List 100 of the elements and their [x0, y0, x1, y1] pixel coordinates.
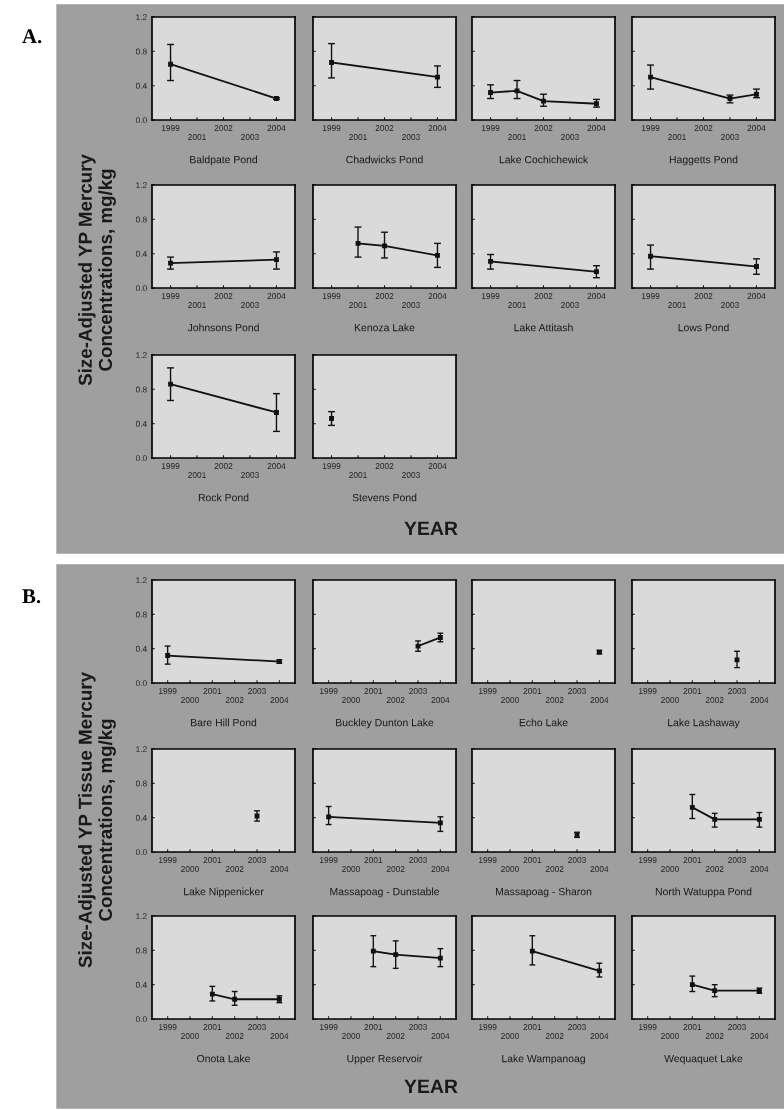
x-tick-label: 1999	[159, 688, 177, 694]
x-tick-label: 2003	[248, 857, 266, 863]
text: Kenoza Lake	[354, 323, 415, 332]
x-tick-label: 2002	[214, 463, 233, 469]
x-tick-label: 1999	[322, 125, 341, 131]
x-tick-label: 2003	[721, 302, 739, 308]
x-tick-label: 2001	[523, 1024, 542, 1030]
y-tick-label: 0.0	[135, 117, 147, 124]
text: Lake Lashaway	[668, 718, 740, 729]
x-tick-label: 2001	[523, 857, 542, 863]
text: Lake Wampanoag	[502, 1054, 585, 1065]
x-tick-label: 1999	[641, 293, 660, 299]
text: Stevens Pond	[352, 493, 417, 502]
x-tick-label: 2001	[349, 302, 367, 308]
x-tick-label: 2000	[661, 866, 679, 872]
x-tick-label: 2002	[705, 866, 724, 872]
text: North Watuppa Pond	[655, 887, 752, 898]
x-tick-label: 2000	[342, 1033, 360, 1039]
x-tick-label: 1999	[320, 688, 338, 694]
x-tick-label: 2003	[561, 302, 579, 308]
y-tick-label: 0.8	[135, 216, 147, 223]
x-tick-label: 2003	[561, 134, 579, 140]
x-axis-title: YEAR	[404, 521, 458, 536]
x-tick-label: 1999	[639, 1024, 657, 1030]
x-tick-label: 2002	[214, 125, 233, 131]
x-tick-label: 2000	[342, 866, 360, 872]
text: A.	[22, 29, 42, 44]
x-tick-label: 2001	[349, 134, 367, 140]
y-tick-label: 0.8	[135, 386, 147, 393]
x-tick-label: 2003	[728, 1024, 746, 1030]
x-tick-label: 2004	[750, 1033, 769, 1039]
text: Baldpate Pond	[190, 155, 257, 166]
y-tick-label: 0.8	[135, 48, 147, 55]
x-tick-label: 2003	[402, 134, 420, 140]
text: Lake Nippenicker	[184, 887, 264, 898]
x-tick-label: 2001	[668, 302, 686, 308]
text: Buckley Dunton Lake	[336, 718, 434, 729]
text: Onota Lake	[197, 1054, 250, 1063]
text: Upper Reservoir	[347, 1054, 423, 1065]
x-tick-label: 2003	[721, 134, 739, 140]
x-tick-label: 2001	[188, 302, 206, 308]
x-tick-label: 2001	[188, 134, 206, 140]
x-tick-label: 1999	[322, 463, 341, 469]
x-tick-label: 2004	[750, 697, 769, 703]
x-tick-label: 2003	[248, 1024, 266, 1030]
x-tick-label: 2003	[409, 1024, 427, 1030]
y-tick-label: 0.0	[135, 455, 147, 462]
text: Echo Lake	[519, 718, 568, 727]
x-tick-label: 2002	[375, 463, 394, 469]
y-tick-label: 1.2	[136, 352, 147, 359]
y-tick-label: 0.8	[135, 611, 147, 618]
text: Lows Pond	[678, 323, 729, 332]
x-tick-label: 2000	[181, 1033, 199, 1039]
x-tick-label: 2001	[364, 1024, 383, 1030]
x-tick-label: 2004	[270, 866, 289, 872]
x-tick-label: 2002	[225, 1033, 244, 1039]
y-tick-label: 0.0	[135, 1016, 147, 1023]
x-tick-label: 2002	[705, 1033, 724, 1039]
x-tick-label: 2002	[534, 293, 553, 299]
x-tick-label: 2000	[342, 697, 360, 703]
x-tick-label: 2000	[181, 866, 199, 872]
x-tick-label: 2002	[225, 866, 244, 872]
text: Massapoag - Dunstable	[330, 887, 440, 898]
x-tick-label: 2001	[683, 1024, 702, 1030]
text: B.	[22, 589, 41, 604]
x-tick-label: 2001	[364, 857, 383, 863]
x-tick-label: 2004	[747, 125, 766, 131]
text: Rock Pond	[198, 493, 249, 502]
text: Bare Hill Pond	[191, 718, 257, 727]
text: Johnsons Pond	[187, 323, 259, 332]
y-tick-label: 0.4	[135, 645, 147, 652]
x-tick-label: 2002	[214, 293, 233, 299]
x-tick-label: 2003	[402, 302, 420, 308]
x-tick-label: 1999	[479, 688, 497, 694]
y-tick-label: 1.2	[136, 14, 147, 21]
x-tick-label: 1999	[161, 125, 180, 131]
x-tick-label: 2002	[705, 697, 724, 703]
x-axis-title: YEAR	[404, 1079, 458, 1094]
x-tick-label: 2002	[375, 293, 394, 299]
x-tick-label: 2002	[375, 125, 394, 131]
y-tick-label: 0.4	[135, 814, 147, 821]
x-tick-label: 2004	[267, 293, 286, 299]
y-tick-label: 0.8	[135, 780, 147, 787]
x-tick-label: 2001	[203, 857, 222, 863]
y-tick-label: 0.0	[135, 285, 147, 292]
x-tick-label: 2004	[431, 697, 450, 703]
x-tick-label: 2004	[428, 293, 447, 299]
text: Massapoag - Sharon	[496, 887, 592, 898]
x-tick-label: 2004	[431, 1033, 450, 1039]
x-tick-label: 2003	[241, 472, 259, 478]
x-tick-label: 2002	[386, 1033, 405, 1039]
x-tick-label: 1999	[481, 293, 500, 299]
x-tick-label: 2004	[587, 125, 606, 131]
text: Chadwicks Pond	[346, 155, 423, 164]
x-tick-label: 2000	[661, 697, 679, 703]
y-tick-label: 0.0	[135, 680, 147, 687]
x-tick-label: 1999	[641, 125, 660, 131]
x-tick-label: 2001	[508, 134, 526, 140]
y-tick-label: 1.2	[136, 746, 147, 753]
x-tick-label: 2004	[267, 463, 286, 469]
